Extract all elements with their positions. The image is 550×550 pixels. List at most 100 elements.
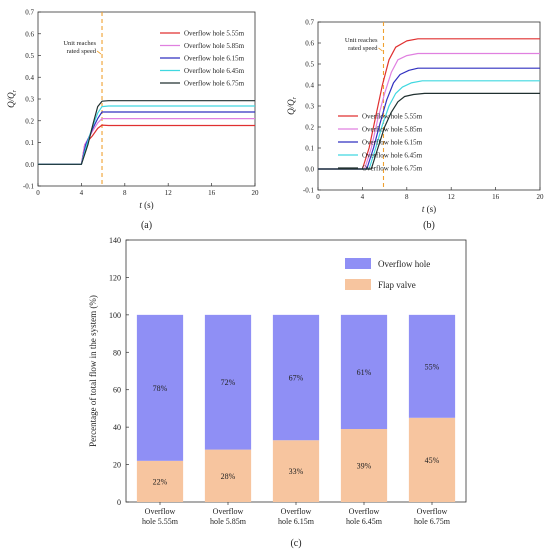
legend-label: Overflow hole 5.55m: [184, 30, 245, 38]
y-tick-label: 0.6: [305, 40, 314, 48]
legend-label: Overflow hole 5.85m: [184, 42, 245, 50]
x-tick-label-line2: hole 5.85m: [210, 517, 247, 526]
annotation-arrow: [96, 50, 102, 55]
y-tick-label: 60: [113, 386, 121, 395]
legend-label: Overflow hole 6.15m: [184, 55, 245, 63]
y-tick-label: 0.3: [305, 103, 314, 111]
x-tick-label: 12: [165, 189, 173, 197]
x-axis-label-unit: (s): [142, 200, 154, 210]
plot-frame: [37, 11, 256, 187]
x-tick-label: 8: [405, 193, 409, 201]
series-line-1: [38, 124, 255, 165]
x-tick-label-line1: Overflow: [213, 507, 244, 516]
y-tick-label: 0.6: [25, 30, 34, 38]
y-tick-label: 0.5: [305, 61, 314, 69]
y-axis-label-main: Q/Q: [286, 99, 296, 115]
series-line-3: [318, 67, 540, 170]
y-tick-label: 0.2: [25, 117, 34, 125]
series-line-4: [318, 80, 540, 170]
y-tick-label: 0.1: [25, 139, 34, 147]
x-axis-label-symbol: t: [139, 200, 142, 210]
y-axis-label-subscript: r: [292, 96, 298, 99]
x-tick-label: 20: [252, 189, 260, 197]
bar-label-flap: 45%: [425, 456, 440, 465]
legend-label: Overflow hole 6.45m: [184, 67, 245, 75]
series-line-4: [38, 105, 255, 165]
y-tick-label: 0.7: [305, 19, 314, 27]
legend-swatch-flap: [345, 279, 371, 290]
x-tick-label: 4: [361, 193, 365, 201]
x-tick-label: 4: [80, 189, 84, 197]
bar-overflow-hole: [272, 314, 320, 441]
bar-label-overflow: 78%: [153, 384, 168, 393]
y-tick-label: 100: [109, 311, 121, 320]
y-tick-label: 0.5: [25, 52, 34, 60]
y-axis-label-subscript: r: [12, 89, 18, 92]
line-panel-a: -0.1 0.0 0.1 0.2 0.3 0.4 0.5 0.6 0.7 0 4 8 12 16 20 t (…: [6, 9, 259, 232]
y-tick-label: 0.7: [25, 9, 34, 17]
y-tick-label: 40: [113, 423, 121, 432]
x-tick-label: 20: [537, 193, 545, 201]
bar-label-overflow: 72%: [221, 378, 236, 387]
y-tick-label: 0.1: [305, 145, 314, 153]
y-tick-label: 0.0: [25, 161, 34, 169]
panel-label: (c): [290, 538, 301, 549]
x-tick-label: 16: [208, 189, 216, 197]
bar-label-overflow: 67%: [289, 374, 304, 383]
bar-label-flap: 39%: [357, 462, 372, 471]
x-tick-label: 0: [316, 193, 320, 201]
bar-label-overflow: 61%: [357, 368, 372, 377]
y-tick-label: 140: [109, 236, 121, 245]
y-tick-label: 0.2: [305, 124, 314, 132]
x-tick-label-line2: hole 5.55m: [142, 517, 179, 526]
y-axis-label: Percentage of total flow in the system (…: [88, 295, 98, 447]
x-tick-label-line1: Overflow: [349, 507, 380, 516]
x-tick-label-line1: Overflow: [281, 507, 312, 516]
annotation-line1: Unit reaches: [345, 37, 378, 44]
x-axis-label-unit: (s): [424, 204, 436, 214]
x-axis-label: t (s): [422, 204, 436, 214]
y-tick-label: 0: [117, 498, 121, 507]
bar-flap-valve: [272, 440, 320, 502]
y-tick-label: -0.1: [23, 183, 35, 191]
bar-label-overflow: 55%: [425, 362, 440, 371]
legend-label: Overflow hole 6.75m: [362, 165, 423, 173]
annotation-line1: Unit reaches: [63, 40, 96, 47]
legend-label: Overflow hole 5.85m: [362, 126, 423, 134]
series-line-5: [318, 92, 540, 170]
x-tick-label: 16: [492, 193, 500, 201]
bar-flap-valve: [408, 417, 456, 502]
y-axis-label-main: Q/Q: [6, 92, 16, 108]
annotation-line2: rated speed: [348, 45, 378, 52]
x-tick-label-line1: Overflow: [145, 507, 176, 516]
panel-label: (a): [141, 220, 152, 231]
bar-overflow-hole: [408, 314, 456, 418]
y-tick-label: 0.4: [305, 82, 314, 90]
bar-overflow-hole: [136, 314, 184, 461]
y-tick-label: 0.3: [25, 96, 34, 104]
x-tick-label: 12: [448, 193, 456, 201]
y-tick-label: 80: [113, 348, 121, 357]
x-tick-label-line1: Overflow: [417, 507, 448, 516]
y-tick-label: 120: [109, 273, 121, 282]
x-tick-label-line2: hole 6.75m: [414, 517, 451, 526]
x-axis-label-symbol: t: [422, 204, 425, 214]
line-panel-b: -0.1 0.0 0.1 0.2 0.3 0.4 0.5 0.6 0.7 0 4 8 12 16 20 t (…: [286, 19, 544, 232]
bar-overflow-hole: [204, 314, 252, 450]
series-line-2: [318, 52, 540, 170]
series-line-3: [38, 111, 255, 165]
y-tick-label: 0.0: [305, 166, 314, 174]
legend-label: Overflow hole 5.55m: [362, 113, 423, 121]
x-tick-label-line2: hole 6.15m: [278, 517, 315, 526]
legend-label: Overflow hole 6.45m: [362, 152, 423, 160]
legend-label-flap: Flap valve: [378, 280, 416, 290]
bar-panel-c: 0 20 40 60 80 100 120 140 Percentage of total fl…: [88, 236, 467, 549]
annotation-line2: rated speed: [67, 48, 97, 55]
bar-overflow-hole: [340, 314, 388, 430]
y-tick-label: 0.4: [25, 74, 34, 82]
legend-label: Overflow hole 6.75m: [184, 80, 245, 88]
panel-label: (b): [423, 220, 435, 231]
x-axis-label: t (s): [139, 200, 153, 210]
bar-flap-valve: [136, 460, 184, 502]
